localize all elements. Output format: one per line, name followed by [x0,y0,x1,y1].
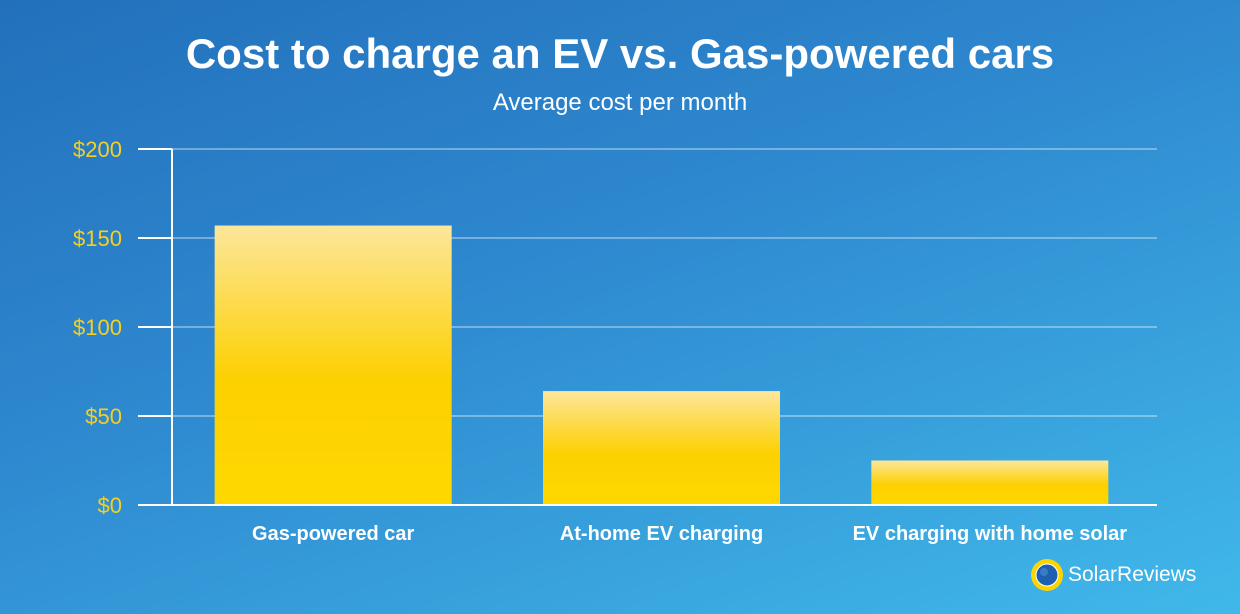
bar-1 [543,391,780,505]
sun-logo-icon [1031,559,1063,591]
y-tick-label: $150 [73,226,122,251]
chart-title: Cost to charge an EV vs. Gas-powered car… [185,30,1055,77]
bar-0 [214,225,452,506]
x-tick-label: Gas-powered car [252,523,415,545]
bar-2 [871,460,1109,505]
y-tick-label: $100 [73,315,122,340]
y-tick-label: $0 [98,493,122,518]
chart-subtitle: Average cost per month [492,89,748,116]
brand-name: SolarReviews [1068,563,1197,586]
y-tick-label: $50 [85,404,122,429]
x-tick-label: At-home EV charging [560,523,763,545]
y-tick-label: $200 [73,137,122,162]
x-tick-label: EV charging with home solar [853,523,1128,545]
solarreviews-logo: SolarReviews [1030,558,1196,592]
